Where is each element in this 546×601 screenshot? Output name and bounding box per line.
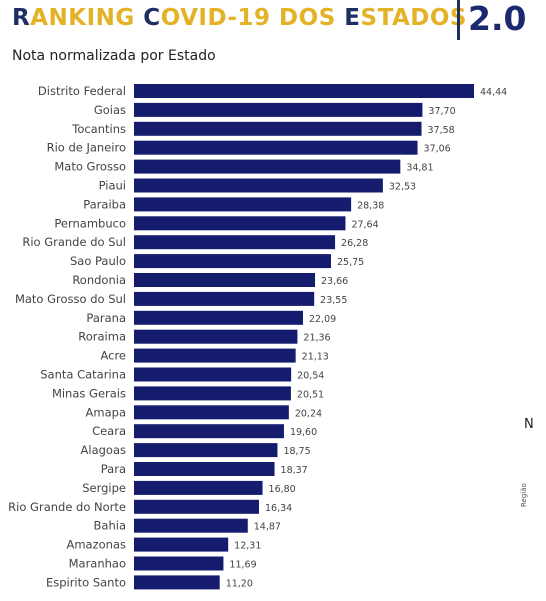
bar[interactable] [134,273,316,287]
bar[interactable] [134,367,292,382]
bar[interactable] [134,197,352,212]
category-label: Rio de Janeiro [47,141,126,155]
title-segment: OVID-19 DOS [160,5,345,31]
title-segment: ANKING [30,5,144,31]
region-axis-label: Região [520,483,528,507]
category-label: Bahia [94,519,126,533]
value-label: 22,09 [309,314,336,325]
category-label: Ceara [92,424,126,438]
value-label: 11,69 [229,560,256,571]
category-label: Minas Gerais [52,386,126,400]
title-segment: E [344,5,361,31]
category-label: Piaui [99,179,126,193]
category-label: Mato Grosso do Sul [15,292,126,306]
title-divider [457,0,460,40]
value-label: 16,80 [269,484,296,495]
value-label: 37,70 [428,106,455,117]
bar[interactable] [134,575,220,590]
value-label: 37,58 [428,125,455,136]
value-label: 20,51 [297,389,324,400]
category-label: Acre [100,349,126,363]
bar[interactable] [134,178,383,193]
category-label: Rondonia [72,273,126,287]
value-label: 21,36 [303,333,330,344]
category-label: Paraiba [83,197,126,211]
version-label: 2.0 [468,0,527,38]
bar[interactable] [134,348,296,363]
title-segment: C [143,5,161,31]
value-label: 44,44 [480,87,507,98]
value-label: 34,81 [406,163,433,174]
bar[interactable] [134,443,278,458]
chart-title: Nota normalizada por Estado [12,48,216,64]
category-label: Sao Paulo [70,254,126,268]
category-label: Distrito Federal [38,84,126,98]
category-label: Santa Catarina [40,368,126,382]
page-title: RANKING COVID-19 DOS ESTADOS [12,5,467,31]
value-label: 23,66 [321,276,348,287]
bar[interactable] [134,537,229,552]
bar[interactable] [134,121,422,136]
title-segment: STADOS [360,5,467,31]
value-label: 18,37 [281,465,308,476]
category-label: Maranhao [69,557,126,571]
category-label: Sergipe [82,481,126,495]
value-label: 23,55 [320,295,347,306]
value-label: 19,60 [290,427,317,438]
category-label: Parana [86,311,126,325]
value-label: 18,75 [283,446,310,457]
bar-chart: Distrito Federal 44,44 Goias 37,70 Tocantins… [8,84,507,590]
bar[interactable] [134,329,298,344]
value-label: 37,06 [424,144,451,155]
value-label: 32,53 [389,182,416,193]
category-label: Mato Grosso [54,160,126,174]
bar[interactable] [134,140,418,155]
partial-side-text: N [524,417,534,432]
category-label: Rio Grande do Norte [8,500,126,514]
value-label: 14,87 [254,522,281,533]
bar[interactable] [134,84,474,98]
bar[interactable] [134,499,260,514]
bar[interactable] [134,386,291,401]
category-label: Tocantins [71,122,126,136]
bar[interactable] [134,480,263,495]
header: RANKING COVID-19 DOS ESTADOS 2.0 [0,0,546,44]
value-label: 11,20 [226,578,253,589]
value-label: 26,28 [341,238,368,249]
value-label: 12,31 [234,541,261,552]
bar[interactable] [134,462,275,476]
value-label: 21,13 [302,352,329,363]
bar[interactable] [134,291,315,306]
value-label: 20,24 [295,408,322,419]
bar[interactable] [134,310,304,325]
value-label: 25,75 [337,257,364,268]
bar[interactable] [134,254,332,269]
bar[interactable] [134,216,346,231]
category-label: Pernambuco [54,216,126,230]
category-label: Amapa [86,405,126,419]
category-label: Para [101,462,126,476]
title-segment: R [12,5,31,31]
category-label: Espirito Santo [46,575,126,589]
category-label: Roraima [78,330,126,344]
category-label: Goias [94,103,126,117]
category-label: Amazonas [66,538,126,552]
bar[interactable] [134,102,423,117]
bar[interactable] [134,159,401,174]
bar[interactable] [134,518,248,533]
bar[interactable] [134,556,224,571]
value-label: 27,64 [351,219,378,230]
bar[interactable] [134,235,336,250]
bar[interactable] [134,405,289,420]
value-label: 16,34 [265,503,292,514]
value-label: 20,54 [297,371,324,382]
value-label: 28,38 [357,200,384,211]
category-label: Rio Grande do Sul [22,235,126,249]
category-label: Alagoas [81,443,126,457]
bar[interactable] [134,424,284,439]
